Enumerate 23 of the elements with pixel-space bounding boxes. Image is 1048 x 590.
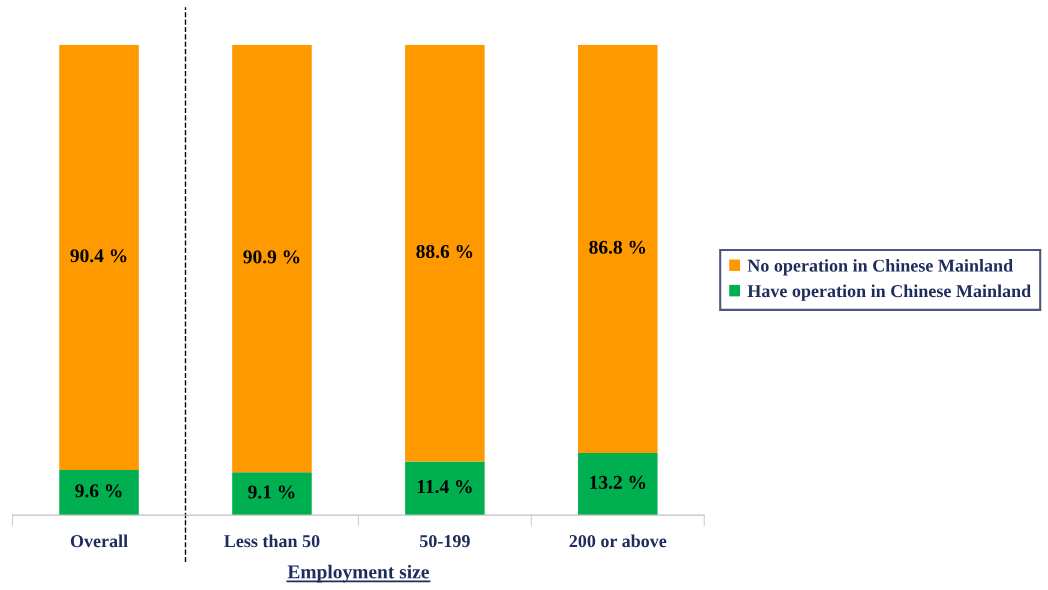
x-tick-label: 50-199 [420,535,470,548]
data-label: 90.9 % [243,250,300,264]
x-tick-label: Overall [70,534,128,548]
legend-label: Have operation in Chinese Mainland [747,284,1031,301]
data-label: 9.6 % [75,484,122,498]
bar [232,472,312,516]
data-label: 90.4 % [70,249,127,263]
bar [405,44,485,462]
x-tick-label: Less than 50 [224,534,320,548]
data-label: 13.2 % [590,475,646,489]
data-label: 9.1 % [248,485,295,499]
bar [232,44,312,473]
data-label: 86.8 % [589,240,646,254]
legend-label: No operation in Chinese Mainland [747,259,1013,276]
bar [59,44,139,470]
bar [578,453,658,516]
x-tick-label: 200 or above [569,534,667,548]
x-axis-title: Employment size [287,564,429,583]
bar [578,44,658,453]
bar [405,461,485,516]
bar [59,469,139,516]
data-label: 88.6 % [416,244,473,259]
data-label: 11.4 % [417,480,472,494]
